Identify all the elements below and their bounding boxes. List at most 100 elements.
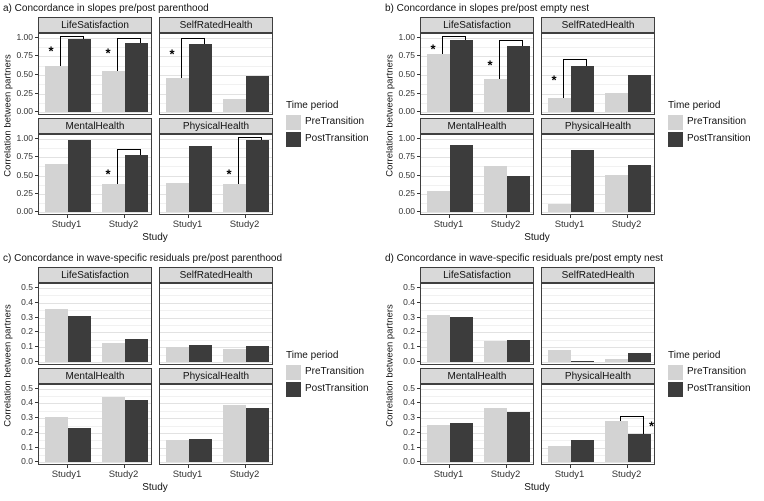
facet-strip-mentalhealth: MentalHealth (38, 368, 152, 384)
facet-strip-physicalhealth: PhysicalHealth (159, 368, 273, 384)
significance-bracket (117, 37, 118, 72)
y-tick (35, 156, 38, 158)
gridline-major (160, 112, 272, 114)
y-tick-label: 0.5 (21, 281, 33, 292)
y-tick (35, 387, 38, 389)
bar-posttransition (627, 352, 651, 363)
x-tick-label: Study2 (490, 469, 521, 480)
gridline-major (542, 193, 654, 195)
x-tick (569, 215, 571, 218)
gridline-minor (160, 166, 272, 168)
bar-posttransition (245, 140, 269, 213)
gridline-major (39, 287, 151, 289)
bar-pretransition (604, 174, 628, 213)
legend: Time period PreTransition PostTransition (285, 0, 382, 250)
y-tick-label: 0.1 (21, 441, 33, 452)
facet-panel (38, 384, 152, 465)
gridline-minor (421, 84, 533, 86)
gridline-major (542, 388, 654, 390)
gridline-minor (542, 102, 654, 104)
significance-bracket (522, 39, 523, 47)
bar-pretransition (44, 309, 68, 363)
bar-posttransition (627, 75, 651, 113)
significance-bracket (140, 148, 141, 155)
gridline-minor (542, 295, 654, 297)
facet-panel: * (541, 384, 655, 465)
y-tick-label: 0.3 (403, 412, 415, 423)
significance-star: * (48, 43, 54, 59)
bar-pretransition (547, 204, 571, 213)
facet-panel (420, 384, 534, 465)
gridline-minor (160, 440, 272, 442)
gridline-major (542, 332, 654, 334)
bar-pretransition (547, 446, 571, 463)
y-tick (35, 111, 38, 113)
gridline-minor (421, 440, 533, 442)
gridline-major (542, 432, 654, 434)
gridline-major (421, 362, 533, 364)
x-tick (123, 465, 125, 468)
gridline-major (160, 75, 272, 76)
bar-posttransition (124, 400, 148, 463)
gridline-major (542, 362, 654, 364)
significance-star: * (105, 166, 111, 182)
gridline-major (160, 418, 272, 420)
gridline-major (542, 157, 654, 159)
gridline-major (421, 138, 533, 140)
x-axis-title: Study (142, 232, 168, 243)
significance-bracket (181, 37, 182, 78)
x-axis-title: Study (524, 482, 550, 493)
significance-star: * (226, 166, 232, 182)
facet-strip-physicalhealth: PhysicalHealth (541, 118, 655, 134)
y-tick (35, 92, 38, 94)
gridline-major (39, 432, 151, 434)
gridline-major (542, 37, 654, 39)
legend-swatch-posttransition (668, 382, 683, 397)
legend-title: Time period (286, 100, 339, 111)
gridline-major (39, 362, 151, 364)
y-tick (35, 74, 38, 75)
bar-posttransition (188, 345, 212, 363)
gridline-major (421, 403, 533, 405)
y-tick-label: 0.1 (21, 341, 33, 352)
bar-pretransition (222, 404, 246, 463)
bar-posttransition (245, 407, 269, 463)
gridline-major (542, 93, 654, 95)
y-tick-label: 0.50 (398, 69, 415, 79)
y-tick-label: 0.5 (403, 281, 415, 292)
significance-bracket (204, 37, 205, 45)
gridline-minor (39, 339, 151, 341)
x-tick (505, 465, 507, 468)
bar-pretransition (222, 348, 246, 363)
significance-bracket (620, 415, 621, 422)
gridline-major (421, 462, 533, 464)
y-tick-label: 0.0 (403, 456, 415, 467)
significance-star: * (169, 46, 175, 62)
gridline-minor (39, 325, 151, 326)
bar-pretransition (101, 71, 125, 113)
gridline-minor (39, 102, 151, 104)
bar-posttransition (124, 42, 148, 113)
gridline-major (421, 112, 533, 114)
gridline-minor (542, 147, 654, 149)
bar-posttransition (506, 339, 530, 363)
y-tick-label: 0.00 (16, 106, 33, 117)
gridline-minor (421, 396, 533, 398)
bar-posttransition (449, 145, 473, 213)
bar-posttransition (67, 140, 91, 213)
y-tick (35, 211, 38, 213)
gridline-minor (542, 454, 654, 456)
gridline-minor (542, 354, 654, 356)
bar-posttransition (449, 422, 473, 463)
y-tick-label: 0.75 (398, 50, 415, 61)
bar-pretransition (547, 98, 571, 113)
facet-panel: * * (38, 33, 152, 115)
facet-panel: * (159, 33, 273, 115)
legend-swatch-posttransition (286, 382, 301, 397)
y-tick-label: 0.2 (403, 326, 415, 337)
gridline-major (542, 403, 654, 405)
facet-strip-physicalhealth: PhysicalHealth (159, 118, 273, 134)
y-tick (35, 402, 38, 404)
y-tick-label: 0.5 (21, 382, 33, 393)
bar-pretransition (101, 342, 125, 363)
